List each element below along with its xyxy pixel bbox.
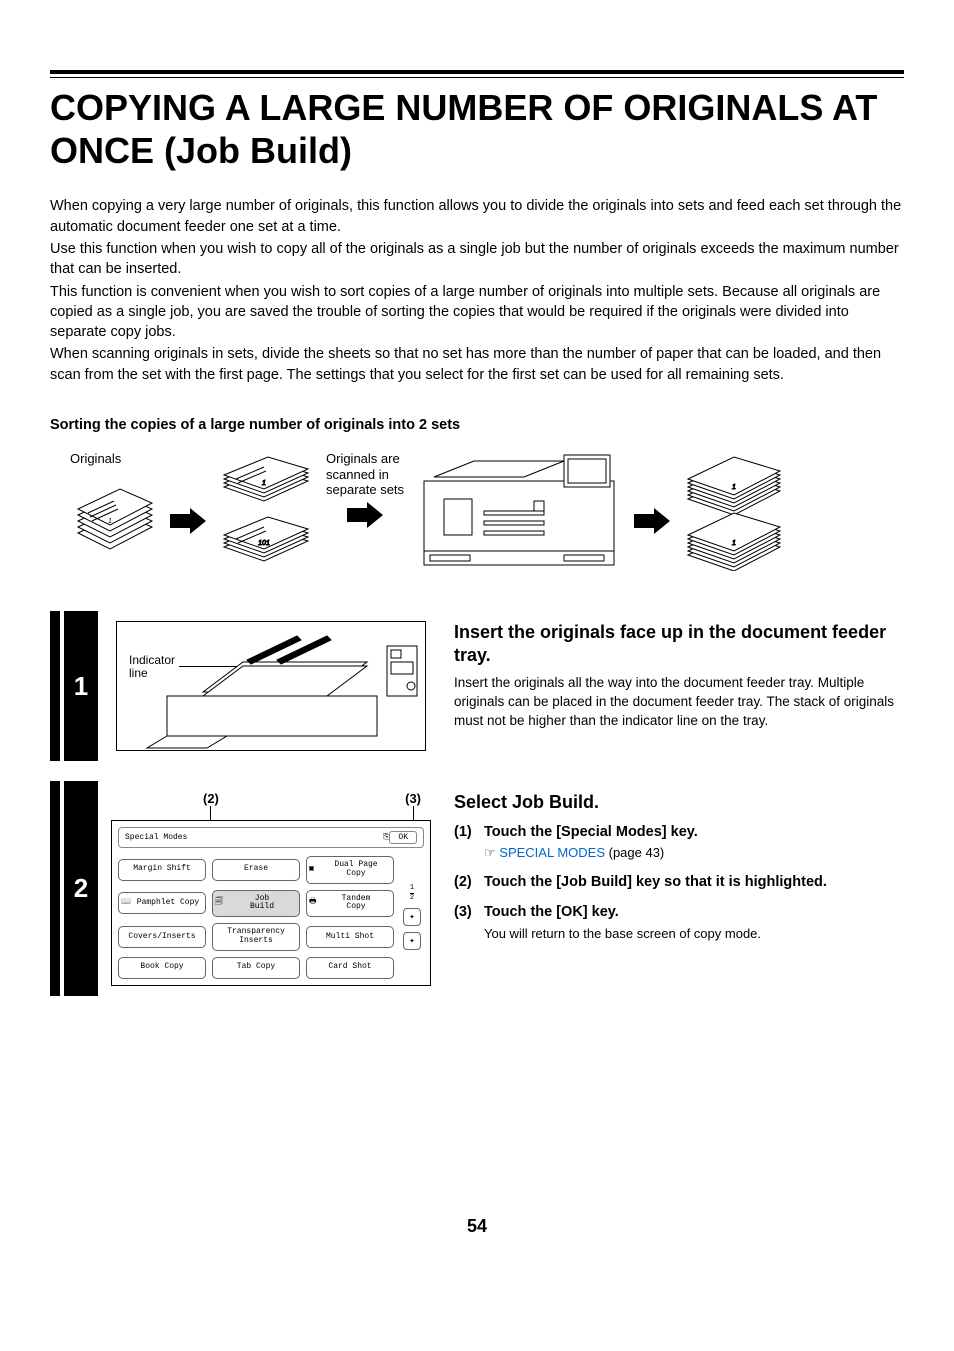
step-accent (50, 781, 60, 996)
covers-inserts-button[interactable]: Covers/Inserts (118, 926, 206, 948)
step2-figure: (2) (3) Special Modes ⎘ OK Margin Shift … (98, 781, 438, 996)
tandem-icon: 🖶 (309, 899, 317, 908)
svg-text:101: 101 (258, 540, 270, 547)
copier-machine (414, 451, 624, 571)
book-copy-button[interactable]: Book Copy (118, 957, 206, 979)
arrow-icon (634, 508, 670, 534)
arrow-icon (347, 502, 383, 528)
page-ref: (page 43) (605, 845, 664, 860)
panel-callouts: (2) (3) (111, 791, 431, 820)
erase-button[interactable]: Erase (212, 859, 300, 881)
substep2-text: Touch the [Job Build] key so that it is … (484, 874, 827, 890)
diagram-heading: Sorting the copies of a large number of … (50, 417, 904, 433)
page-number: 54 (50, 1216, 904, 1237)
output-stacks: 1 1 (680, 451, 790, 571)
paper-stack-icon: 1 (70, 471, 160, 561)
dual-page-copy-button[interactable]: ▣Dual Page Copy (306, 856, 394, 884)
intro-p4: When scanning originals in sets, divide … (50, 344, 904, 385)
tab-copy-button[interactable]: Tab Copy (212, 957, 300, 979)
title-rule (50, 70, 904, 78)
card-shot-button[interactable]: Card Shot (306, 957, 394, 979)
intro-text: When copying a very large number of orig… (50, 196, 904, 385)
page-fraction: 12 (410, 885, 414, 902)
step-accent (50, 611, 60, 761)
pamphlet-icon: 📖 (121, 899, 131, 908)
scroll-down-button[interactable]: ✦ (403, 932, 421, 950)
output-stacks-icon: 1 1 (680, 451, 790, 571)
split-stacks: 1 101 (216, 451, 316, 571)
callout-2: (2) (203, 791, 219, 806)
two-stacks-icon: 1 101 (216, 451, 316, 571)
feeder-illustration: Indicator line (116, 621, 426, 751)
feeder-tray-icon (117, 622, 427, 752)
svg-text:1: 1 (108, 518, 112, 525)
step2-body: Select Job Build. Touch the [Special Mod… (438, 781, 904, 996)
substep1-text: Touch the [Special Modes] key. (484, 824, 698, 840)
transparency-inserts-button[interactable]: Transparency Inserts (212, 923, 300, 951)
scroll-up-button[interactable]: ✦ (403, 908, 421, 926)
dual-page-icon: ▣ (309, 865, 314, 874)
pamphlet-copy-button[interactable]: 📖Pamphlet Copy (118, 892, 206, 914)
multi-shot-button[interactable]: Multi Shot (306, 926, 394, 948)
panel-header: Special Modes ⎘ OK (118, 827, 424, 848)
scan-label-block: Originals are scanned in separate sets (326, 451, 404, 528)
step1-figure: Indicator line (98, 611, 438, 761)
step1-body: Insert the originals face up in the docu… (438, 611, 904, 761)
substep-2: Touch the [Job Build] key so that it is … (454, 872, 904, 892)
ok-button[interactable]: OK (389, 831, 417, 844)
workflow-diagram: Originals 1 (50, 451, 904, 571)
page-title: COPYING A LARGE NUMBER OF ORIGINALS AT O… (50, 86, 904, 172)
step-2: 2 (2) (3) Special Modes ⎘ OK (50, 781, 904, 996)
substep-1: Touch the [Special Modes] key. ☞ SPECIAL… (454, 822, 904, 862)
copier-icon (414, 451, 624, 571)
intro-p1: When copying a very large number of orig… (50, 196, 904, 237)
originals-stack: Originals 1 (70, 451, 160, 561)
originals-label: Originals (70, 451, 121, 467)
special-modes-panel: Special Modes ⎘ OK Margin Shift Erase ▣D… (111, 820, 431, 986)
substep3-text: Touch the [OK] key. (484, 904, 619, 920)
svg-text:1: 1 (732, 484, 736, 491)
step1-heading: Insert the originals face up in the docu… (454, 621, 904, 666)
substep-3: Touch the [OK] key. You will return to t… (454, 902, 904, 942)
callout-3: (3) (405, 791, 421, 806)
step2-heading: Select Job Build. (454, 791, 904, 814)
panel-button-grid: Margin Shift Erase ▣Dual Page Copy 12 ✦ … (118, 856, 424, 979)
intro-p3: This function is convenient when you wis… (50, 282, 904, 343)
special-modes-link[interactable]: SPECIAL MODES (499, 845, 605, 860)
svg-text:1: 1 (732, 540, 736, 547)
margin-shift-button[interactable]: Margin Shift (118, 859, 206, 881)
pointer-icon: ☞ (484, 845, 499, 860)
step-1: 1 Indicator line Inser (50, 611, 904, 761)
job-build-icon: 🗐 (215, 899, 223, 908)
step1-text: Insert the originals all the way into th… (454, 674, 904, 731)
arrow-icon (170, 508, 206, 534)
job-build-button[interactable]: 🗐Job Build (212, 890, 300, 918)
step-number: 1 (64, 611, 98, 761)
svg-text:1: 1 (262, 480, 266, 487)
substep3-note: You will return to the base screen of co… (484, 925, 904, 943)
scan-label: Originals are scanned in separate sets (326, 451, 404, 498)
panel-title: Special Modes (125, 833, 377, 842)
tandem-copy-button[interactable]: 🖶Tandem Copy (306, 890, 394, 918)
intro-p2: Use this function when you wish to copy … (50, 239, 904, 280)
step-number: 2 (64, 781, 98, 996)
